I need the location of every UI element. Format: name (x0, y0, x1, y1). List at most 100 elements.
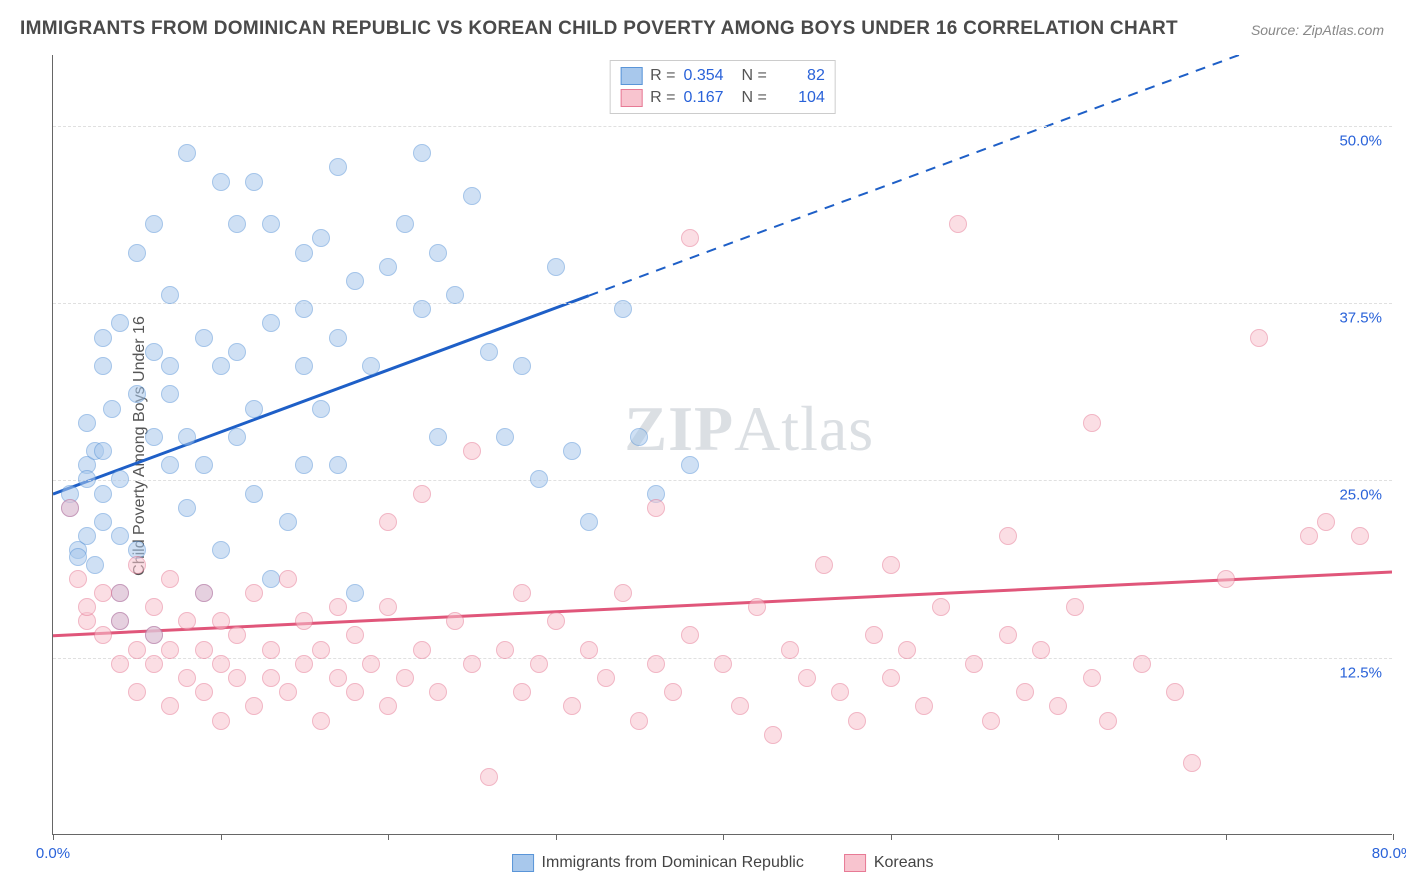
data-point-korean (212, 712, 230, 730)
data-point-dominican (128, 244, 146, 262)
data-point-korean (781, 641, 799, 659)
data-point-korean (513, 584, 531, 602)
data-point-korean (999, 527, 1017, 545)
data-point-korean (480, 768, 498, 786)
data-point-dominican (94, 442, 112, 460)
data-point-dominican (396, 215, 414, 233)
data-point-dominican (161, 286, 179, 304)
data-point-dominican (161, 385, 179, 403)
legend-n-value: 82 (775, 67, 825, 85)
legend-r-label: R = (650, 89, 675, 107)
data-point-korean (329, 669, 347, 687)
legend-swatch (620, 67, 642, 85)
x-tick (556, 834, 557, 840)
data-point-korean (145, 655, 163, 673)
data-point-korean (798, 669, 816, 687)
data-point-korean (882, 669, 900, 687)
data-point-korean (161, 570, 179, 588)
data-point-korean (1183, 754, 1201, 772)
data-point-korean (1351, 527, 1369, 545)
data-point-korean (379, 697, 397, 715)
data-point-korean (429, 683, 447, 701)
data-point-korean (195, 641, 213, 659)
data-point-dominican (295, 456, 313, 474)
data-point-korean (161, 697, 179, 715)
data-point-korean (831, 683, 849, 701)
data-point-korean (597, 669, 615, 687)
data-point-korean (245, 697, 263, 715)
data-point-korean (78, 598, 96, 616)
data-point-korean (111, 655, 129, 673)
data-point-dominican (128, 385, 146, 403)
correlation-legend-row-korean: R =0.167N =104 (620, 87, 825, 109)
data-point-dominican (630, 428, 648, 446)
gridline (53, 126, 1392, 127)
data-point-dominican (94, 513, 112, 531)
data-point-korean (647, 655, 665, 673)
data-point-dominican (614, 300, 632, 318)
data-point-korean (69, 570, 87, 588)
data-point-korean (279, 683, 297, 701)
legend-n-label: N = (742, 67, 767, 85)
data-point-dominican (346, 272, 364, 290)
data-point-korean (1166, 683, 1184, 701)
data-point-korean (949, 215, 967, 233)
gridline (53, 303, 1392, 304)
data-point-korean (664, 683, 682, 701)
data-point-dominican (530, 470, 548, 488)
data-point-korean (463, 655, 481, 673)
data-point-korean (195, 683, 213, 701)
data-point-korean (279, 570, 297, 588)
data-point-korean (128, 683, 146, 701)
data-point-korean (379, 598, 397, 616)
data-point-korean (145, 626, 163, 644)
data-point-korean (630, 712, 648, 730)
correlation-legend-row-dominican: R =0.354N =82 (620, 65, 825, 87)
data-point-dominican (379, 258, 397, 276)
data-point-korean (262, 669, 280, 687)
correlation-legend: R =0.354N =82R =0.167N =104 (609, 60, 836, 114)
data-point-dominican (78, 527, 96, 545)
series-legend-label: Koreans (874, 854, 934, 872)
data-point-dominican (195, 329, 213, 347)
data-point-dominican (295, 244, 313, 262)
data-point-korean (731, 697, 749, 715)
data-point-korean (295, 612, 313, 630)
data-point-dominican (413, 144, 431, 162)
x-tick-label: 0.0% (36, 845, 70, 862)
data-point-korean (496, 641, 514, 659)
data-point-korean (1250, 329, 1268, 347)
data-point-korean (111, 584, 129, 602)
x-tick (1058, 834, 1059, 840)
data-point-dominican (279, 513, 297, 531)
data-point-dominican (195, 456, 213, 474)
data-point-dominican (178, 144, 196, 162)
data-point-korean (329, 598, 347, 616)
data-point-korean (681, 229, 699, 247)
y-tick-label: 12.5% (1339, 664, 1382, 681)
legend-n-value: 104 (775, 89, 825, 107)
data-point-dominican (228, 215, 246, 233)
data-point-dominican (329, 329, 347, 347)
data-point-korean (228, 626, 246, 644)
data-point-dominican (329, 456, 347, 474)
data-point-korean (1317, 513, 1335, 531)
data-point-dominican (212, 173, 230, 191)
x-tick (1226, 834, 1227, 840)
series-legend: Immigrants from Dominican RepublicKorean… (512, 854, 934, 872)
x-tick (53, 834, 54, 840)
x-tick-label: 80.0% (1372, 845, 1406, 862)
data-point-dominican (111, 527, 129, 545)
data-point-dominican (212, 541, 230, 559)
data-point-korean (714, 655, 732, 673)
data-point-korean (1066, 598, 1084, 616)
data-point-dominican (94, 357, 112, 375)
data-point-korean (1016, 683, 1034, 701)
data-point-dominican (312, 229, 330, 247)
data-point-korean (362, 655, 380, 673)
data-point-dominican (295, 300, 313, 318)
data-point-korean (1049, 697, 1067, 715)
data-point-korean (463, 442, 481, 460)
data-point-dominican (245, 485, 263, 503)
data-point-korean (312, 641, 330, 659)
